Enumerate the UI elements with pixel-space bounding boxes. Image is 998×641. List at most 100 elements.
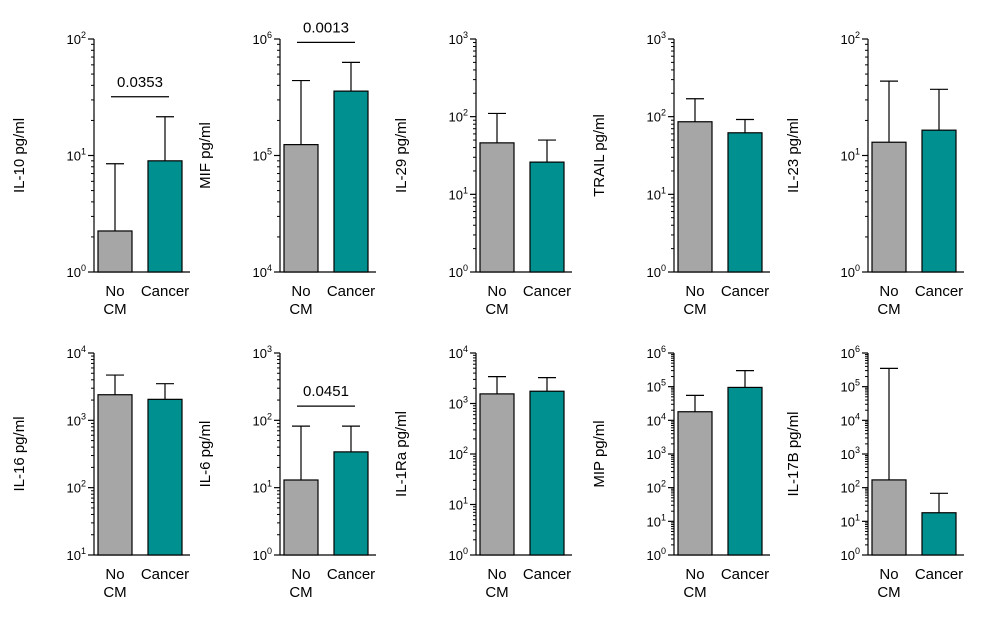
bar-no-cm [871,141,907,273]
x-tick-label-no-cm-line2: CM [683,584,706,601]
tick-label: 102 [841,479,860,496]
bar-cancer [727,386,763,556]
x-tick-label-no-cm-line2: CM [289,584,312,601]
tick-label: 102 [449,108,468,125]
tick-label: 104 [253,263,272,280]
tick-label: 103 [449,30,468,47]
y-axis-label: IL-1Ra pg/ml [393,411,410,497]
x-tick-label-no-cm: No [291,566,310,583]
bar-no-cm [97,230,133,273]
tick-label: 101 [841,512,860,529]
bar-no-cm [677,121,713,273]
tick-label: 101 [841,147,860,164]
tick-label: 102 [67,479,86,496]
tick-label: 104 [841,411,860,428]
x-tick-label-no-cm: No [291,283,310,300]
x-tick-label-no-cm-line2: CM [485,584,508,601]
p-value-label: 0.0013 [303,19,349,36]
x-tick-label-no-cm: No [685,566,704,583]
tick-label: 102 [67,30,86,47]
y-axis-label: IL-16 pg/ml [11,416,28,491]
x-tick-label-cancer: Cancer [915,283,963,300]
x-tick-label-no-cm: No [105,566,124,583]
tick-label: 100 [841,263,860,280]
bar-no-cm [283,479,319,556]
bar-no-cm [871,479,907,556]
tick-label: 100 [67,263,86,280]
p-value-label: 0.0451 [303,383,349,400]
bar-no-cm [283,144,319,273]
bar-cancer [147,160,183,273]
tick-label: 100 [253,546,272,563]
bar-cancer [529,161,565,273]
bar-cancer [921,129,957,273]
tick-label: 105 [841,378,860,395]
x-tick-label-cancer: Cancer [721,566,769,583]
x-tick-label-no-cm: No [487,566,506,583]
bar-cancer [529,390,565,556]
bar-cancer [727,132,763,273]
tick-label: 102 [253,411,272,428]
tick-label: 103 [449,395,468,412]
bar-no-cm [97,394,133,556]
tick-label: 100 [647,546,666,563]
x-tick-label-no-cm: No [487,283,506,300]
tick-label: 102 [841,30,860,47]
tick-label: 101 [449,185,468,202]
x-tick-label-cancer: Cancer [915,566,963,583]
y-axis-label: MIF pg/ml [197,122,214,189]
y-axis-label: IL-23 pg/ml [785,118,802,193]
x-tick-label-no-cm-line2: CM [103,301,126,318]
tick-label: 101 [449,496,468,513]
tick-label: 106 [647,344,666,361]
tick-label: 105 [253,147,272,164]
x-tick-label-cancer: Cancer [523,566,571,583]
bar-no-cm [479,393,515,556]
y-axis-label: MIP pg/ml [591,420,608,487]
y-axis-label: IL-6 pg/ml [197,421,214,488]
tick-label: 101 [67,147,86,164]
x-tick-label-no-cm-line2: CM [103,584,126,601]
p-value-label: 0.0353 [117,74,163,91]
tick-label: 106 [841,344,860,361]
tick-label: 101 [647,512,666,529]
x-tick-label-no-cm-line2: CM [877,584,900,601]
bar-cancer [147,398,183,556]
y-axis-label: IL-29 pg/ml [393,118,410,193]
tick-label: 101 [647,185,666,202]
bar-no-cm [479,142,515,273]
bar-cancer [333,90,369,273]
tick-label: 101 [253,479,272,496]
x-tick-label-cancer: Cancer [327,283,375,300]
tick-label: 104 [449,344,468,361]
x-tick-label-cancer: Cancer [523,283,571,300]
tick-label: 103 [647,445,666,462]
y-axis-label: IL-17B pg/ml [785,411,802,496]
bar-cancer [921,512,957,556]
tick-label: 100 [449,546,468,563]
tick-label: 103 [253,344,272,361]
tick-label: 100 [647,263,666,280]
x-tick-label-cancer: Cancer [141,283,189,300]
tick-label: 101 [67,546,86,563]
tick-label: 103 [647,30,666,47]
x-tick-label-no-cm: No [685,283,704,300]
tick-label: 104 [647,411,666,428]
x-tick-label-no-cm-line2: CM [289,301,312,318]
y-axis-label: TRAIL pg/ml [591,114,608,197]
tick-label: 105 [647,378,666,395]
tick-label: 100 [841,546,860,563]
tick-label: 100 [449,263,468,280]
x-tick-label-no-cm: No [879,283,898,300]
tick-label: 102 [647,479,666,496]
